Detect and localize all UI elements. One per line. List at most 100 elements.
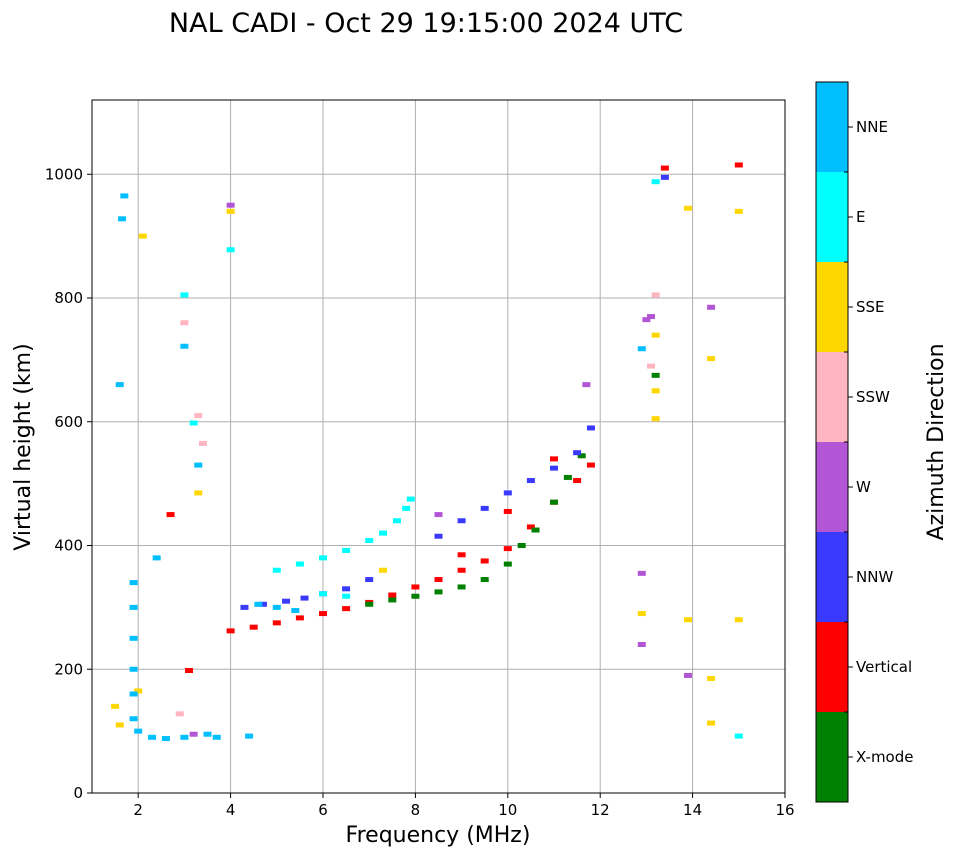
data-point: [138, 233, 147, 239]
data-point: [550, 465, 558, 471]
data-point: [637, 570, 646, 576]
data-point: [406, 496, 415, 502]
data-point: [319, 555, 327, 561]
data-point: [180, 343, 189, 349]
data-point: [457, 584, 466, 590]
data-point: [342, 606, 351, 612]
data-point: [550, 499, 558, 505]
data-point: [300, 595, 309, 601]
series-ssw: [175, 292, 660, 717]
data-point: [189, 420, 198, 426]
data-point: [365, 601, 374, 607]
data-point: [365, 538, 374, 544]
series-sse: [111, 205, 743, 728]
data-point: [282, 598, 291, 604]
data-point: [254, 601, 263, 607]
y-tick-label: 1000: [45, 165, 83, 183]
plot-frame: [91, 99, 786, 794]
data-point: [319, 591, 327, 597]
data-point: [434, 589, 443, 595]
grid: [92, 100, 786, 794]
data-point: [651, 372, 660, 378]
data-point: [531, 527, 540, 533]
colorbar-tick-label: E: [856, 208, 865, 226]
data-point: [388, 592, 397, 598]
y-tick-label: 0: [73, 784, 83, 802]
colorbar-segment: [816, 172, 848, 262]
colorbar-segment: [816, 262, 848, 352]
data-point: [503, 508, 512, 514]
data-point: [526, 478, 535, 484]
data-point: [161, 736, 170, 742]
chart-title: NAL CADI - Oct 29 19:15:00 2024 UTC: [169, 8, 683, 39]
data-point: [342, 547, 351, 553]
data-point: [550, 456, 558, 462]
data-point: [194, 490, 203, 496]
colorbar-segment: [816, 712, 848, 802]
data-point: [480, 558, 489, 564]
colorbar-tick-label: SSW: [856, 388, 890, 406]
data-point: [194, 462, 203, 468]
x-axis-label: Frequency (MHz): [346, 823, 531, 848]
colorbar-label: Azimuth Direction: [924, 343, 949, 540]
data-point: [517, 543, 526, 548]
data-point: [651, 179, 660, 185]
data-point: [707, 304, 716, 310]
plot-area: 2 4 6 8 10 12 14 16 0 200 400 600 800 1000: [45, 99, 795, 819]
data-point: [115, 722, 124, 728]
data-point: [194, 413, 203, 419]
data-point: [642, 317, 651, 323]
data-point: [365, 577, 374, 583]
data-point: [707, 356, 716, 362]
x-tick-label: 4: [226, 801, 236, 819]
data-point: [503, 490, 512, 496]
data-point: [342, 593, 351, 599]
data-point: [734, 162, 743, 168]
data-point: [651, 332, 660, 338]
data-point: [180, 320, 189, 326]
data-point: [388, 597, 397, 603]
data-point: [129, 604, 138, 610]
data-point: [586, 462, 595, 468]
y-tick-label: 400: [54, 537, 83, 555]
data-point: [319, 611, 327, 617]
data-point: [647, 363, 656, 369]
data-point: [111, 703, 120, 709]
data-point: [295, 561, 304, 567]
y-axis-label: Virtual height (km): [11, 343, 36, 550]
data-point: [434, 577, 443, 583]
data-point: [573, 450, 582, 456]
colorbar-tick-label: NNE: [856, 118, 888, 136]
colorbar-tick-label: SSE: [856, 298, 885, 316]
y-tick-label: 200: [54, 660, 83, 678]
data-point: [480, 577, 489, 583]
colorbar-segment: [816, 352, 848, 442]
data-point: [120, 193, 129, 199]
data-point: [129, 691, 138, 697]
series-nnw: [240, 174, 669, 610]
data-point: [434, 512, 443, 518]
data-point: [660, 174, 669, 180]
y-tick-label: 600: [54, 413, 83, 431]
data-point: [249, 624, 258, 630]
data-point: [637, 611, 646, 617]
data-point: [226, 208, 235, 214]
x-tick-label: 6: [318, 801, 328, 819]
colorbar-segment: [816, 622, 848, 712]
data-point: [457, 567, 466, 573]
data-point: [392, 518, 401, 524]
data-point: [526, 524, 535, 530]
data-point: [180, 292, 189, 298]
data-point: [203, 731, 212, 737]
data-point: [503, 561, 512, 567]
data-point: [651, 388, 660, 394]
data-point: [226, 247, 235, 253]
data-point: [152, 555, 161, 561]
data-point: [134, 688, 143, 694]
data-point: [434, 533, 443, 539]
colorbar-tick-label: NNW: [856, 568, 893, 586]
data-point: [272, 567, 281, 573]
data-point: [683, 205, 692, 211]
plot-background: [92, 100, 785, 793]
